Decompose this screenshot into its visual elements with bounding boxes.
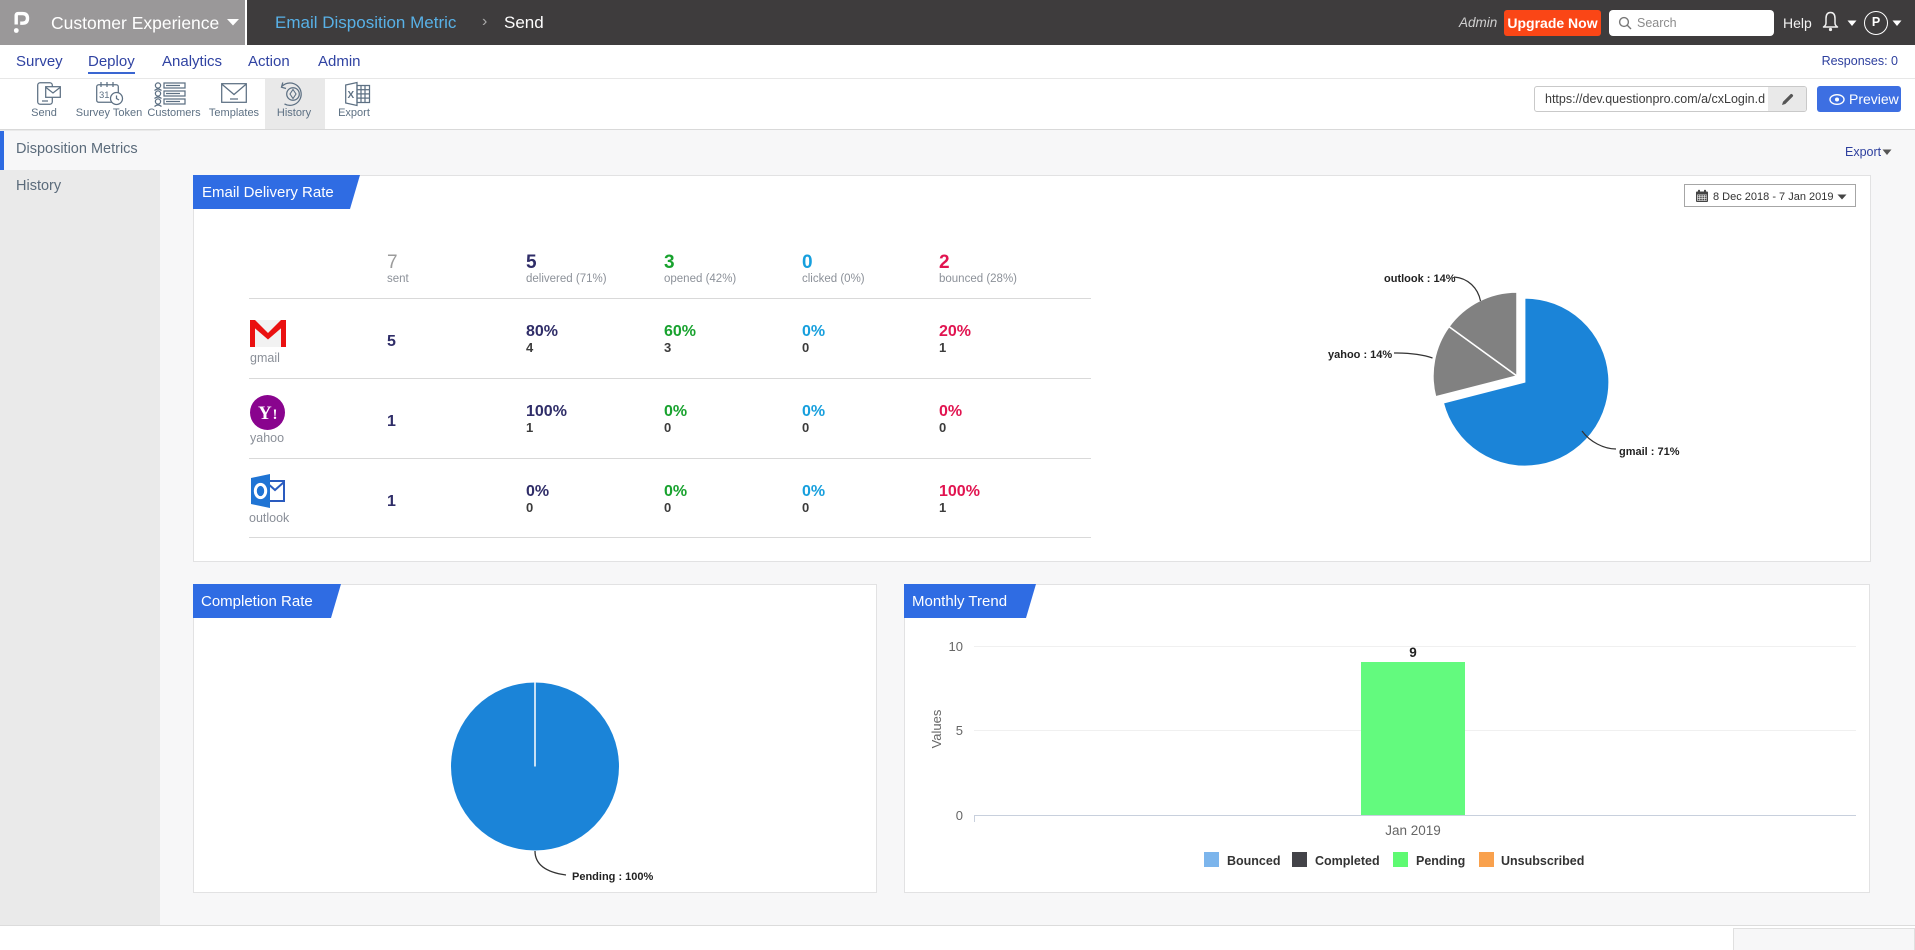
svg-text:!: ! (273, 407, 278, 423)
svg-text:0: 0 (956, 808, 963, 823)
svg-text:yahoo : 14%: yahoo : 14% (1328, 349, 1392, 361)
svg-text:Jan 2019: Jan 2019 (1385, 823, 1441, 838)
svg-text:31: 31 (99, 90, 110, 101)
svg-text:Pending: Pending (1416, 854, 1465, 868)
svg-text:9: 9 (1409, 645, 1417, 660)
svg-text:Completed: Completed (1315, 854, 1380, 868)
svg-text:5: 5 (956, 723, 963, 738)
svg-text:X: X (348, 90, 355, 101)
svg-text:Completion Rate: Completion Rate (201, 593, 313, 610)
svg-text:gmail : 71%: gmail : 71% (1619, 446, 1680, 458)
svg-text:Values: Values (929, 709, 944, 748)
svg-text:10: 10 (949, 639, 963, 654)
svg-text:Bounced: Bounced (1227, 854, 1280, 868)
svg-text:Pending : 100%: Pending : 100% (572, 871, 654, 883)
svg-text:outlook : 14%: outlook : 14% (1384, 273, 1456, 285)
svg-text:Monthly Trend: Monthly Trend (912, 593, 1007, 610)
svg-text:Email Delivery Rate: Email Delivery Rate (202, 184, 334, 201)
svg-text:Y: Y (258, 403, 272, 424)
svg-text:Unsubscribed: Unsubscribed (1501, 854, 1584, 868)
